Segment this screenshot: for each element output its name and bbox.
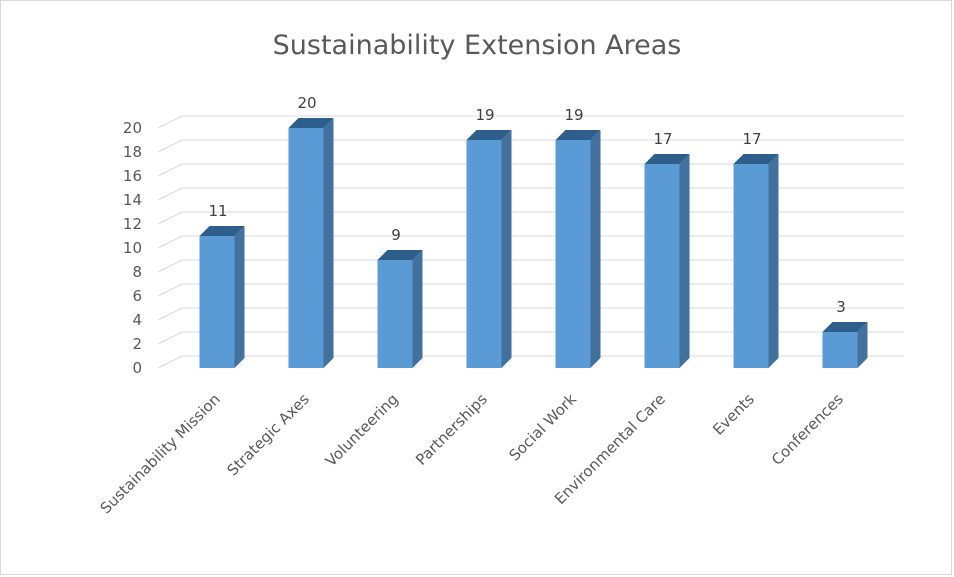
bar-top: [466, 130, 512, 140]
bar: [733, 154, 779, 368]
bar-front: [288, 128, 324, 368]
bar: [466, 130, 512, 368]
y-tick-label: 16: [123, 167, 142, 185]
bar-top: [199, 226, 245, 236]
y-tick-label: 18: [123, 143, 142, 161]
data-label: 9: [391, 226, 401, 244]
bar-front: [199, 236, 235, 368]
bar-front: [377, 260, 413, 368]
data-label: 17: [653, 130, 672, 148]
bar: [199, 226, 245, 368]
data-labels: 11 20 9 19 19 17 17 3: [208, 94, 845, 316]
bar-side: [323, 118, 334, 368]
bar-front: [822, 332, 858, 368]
bar: [288, 118, 334, 368]
x-category-label: Sustainability Mission: [97, 390, 224, 517]
y-tick-label: 14: [123, 191, 142, 209]
gridline: [157, 187, 904, 201]
y-tick-label: 4: [132, 311, 142, 329]
x-axis-category-labels: Sustainability Mission Strategic Axes Volu…: [97, 390, 847, 517]
data-label: 20: [297, 94, 316, 112]
y-tick-label: 10: [123, 239, 142, 257]
y-tick-label: 2: [132, 335, 142, 353]
bar-side: [234, 226, 245, 368]
gridline: [157, 355, 904, 369]
bar-top: [288, 118, 334, 128]
y-tick-label: 20: [123, 119, 142, 137]
y-tick-label: 12: [123, 215, 142, 233]
bar-side: [857, 322, 868, 368]
gridline: [157, 283, 904, 297]
bar: [377, 250, 423, 368]
gridline: [157, 331, 904, 345]
gridline: [157, 139, 904, 153]
data-label: 19: [564, 106, 583, 124]
y-tick-label: 8: [132, 263, 142, 281]
bar-side: [501, 130, 512, 368]
bar: [644, 154, 690, 368]
data-label: 17: [742, 130, 761, 148]
bar-top: [644, 154, 690, 164]
x-category-label: Strategic Axes: [224, 390, 313, 479]
bar-top: [733, 154, 779, 164]
bar-top: [555, 130, 601, 140]
x-category-label: Volunteering: [322, 390, 402, 470]
gridlines: [157, 115, 904, 369]
y-axis-tick-labels: 0 2 4 6 8 10 12 14 16 18 20: [123, 119, 142, 377]
gridline: [157, 307, 904, 321]
x-category-label: Partnerships: [412, 390, 491, 469]
data-label: 19: [475, 106, 494, 124]
bar-side: [768, 154, 779, 368]
bar-top: [377, 250, 423, 260]
y-tick-label: 0: [132, 359, 142, 377]
bar-side: [412, 250, 423, 368]
bars: [199, 118, 868, 368]
bar-front: [644, 164, 680, 368]
bar-front: [555, 140, 591, 368]
gridline: [157, 163, 904, 177]
x-category-label: Events: [709, 390, 758, 439]
data-label: 3: [836, 298, 846, 316]
bar: [822, 322, 868, 368]
gridline: [157, 259, 904, 273]
gridline: [157, 211, 904, 225]
y-tick-label: 6: [132, 287, 142, 305]
data-label: 11: [208, 202, 227, 220]
gridline: [157, 115, 904, 129]
gridline: [157, 235, 904, 249]
x-category-label: Conferences: [768, 390, 847, 469]
bar-side: [590, 130, 601, 368]
bar-front: [466, 140, 502, 368]
bar-front: [733, 164, 769, 368]
bar-top: [822, 322, 868, 332]
x-category-label: Social Work: [505, 390, 580, 465]
bar: [555, 130, 601, 368]
bar-side: [679, 154, 690, 368]
chart-title: Sustainability Extension Areas: [272, 30, 682, 61]
